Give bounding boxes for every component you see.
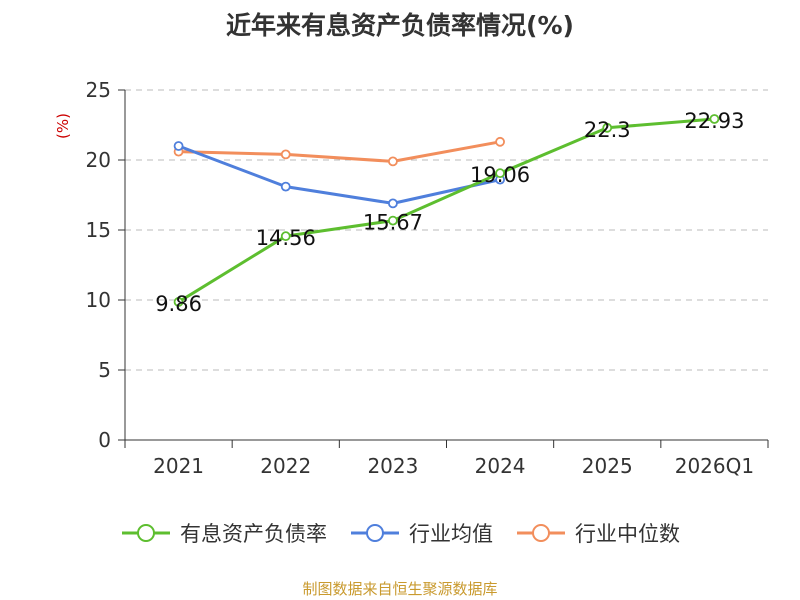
series-line (178, 140, 501, 163)
x-tick-label: 2026Q1 (675, 454, 754, 478)
legend: 有息资产负债率 行业均值 行业中位数 (0, 518, 800, 548)
legend-label: 行业中位数 (575, 522, 680, 546)
legend-marker (532, 524, 550, 542)
series (173, 114, 720, 307)
y-tick-label: 0 (98, 428, 111, 452)
data-point (280, 149, 291, 160)
data-label: 15.67 (363, 211, 423, 235)
x-tick-label: 2023 (367, 454, 418, 478)
data-point (495, 136, 505, 147)
series-1 (173, 114, 720, 307)
legend-label: 行业均值 (409, 522, 493, 546)
data-point (280, 181, 291, 192)
data-point (709, 114, 720, 124)
data-label: 14.56 (256, 226, 316, 250)
data-point (280, 231, 291, 242)
y-tick-label: 10 (86, 288, 111, 312)
data-point (388, 156, 398, 167)
data-label: 19.06 (470, 163, 530, 187)
y-tick-label: 5 (98, 358, 111, 382)
legend-swatch-icon (351, 524, 399, 542)
x-tick-label: 2024 (475, 454, 526, 478)
data-point (388, 198, 398, 209)
series-line (178, 144, 501, 205)
data-point (173, 297, 184, 307)
data-labels: 9.86 14.56 15.67 19.06 22.3 22.93 (155, 109, 744, 316)
legend-swatch-icon (517, 524, 565, 542)
data-label: 9.86 (155, 292, 202, 316)
y-tick-label: 15 (86, 218, 111, 242)
legend-item[interactable]: 行业均值 (349, 518, 493, 548)
series-3 (173, 136, 505, 167)
legend-label: 有息资产负债率 (180, 522, 327, 546)
legend-item[interactable]: 有息资产负债率 (120, 518, 327, 548)
x-tick-label: 2021 (153, 454, 204, 478)
y-tick-label: 25 (86, 78, 111, 102)
source-note: 制图数据来自恒生聚源数据库 (302, 580, 498, 598)
legend-swatch-icon (122, 524, 170, 542)
y-axis-label: (%) (54, 113, 72, 139)
data-point (602, 122, 613, 133)
x-tick-label: 2022 (260, 454, 311, 478)
x-tick-label: 2025 (582, 454, 633, 478)
data-point (495, 168, 505, 179)
legend-item[interactable]: 行业中位数 (515, 518, 680, 548)
legend-marker (366, 524, 384, 542)
data-label: 22.3 (584, 118, 631, 142)
legend-marker (137, 524, 155, 542)
data-point (388, 215, 398, 226)
data-point (173, 141, 184, 151)
chart-title: 近年来有息资产负债率情况(%) (226, 11, 574, 40)
grid-lines (125, 89, 768, 371)
data-label: 22.93 (684, 109, 744, 133)
y-tick-label: 20 (86, 148, 111, 172)
series-line (177, 117, 715, 304)
